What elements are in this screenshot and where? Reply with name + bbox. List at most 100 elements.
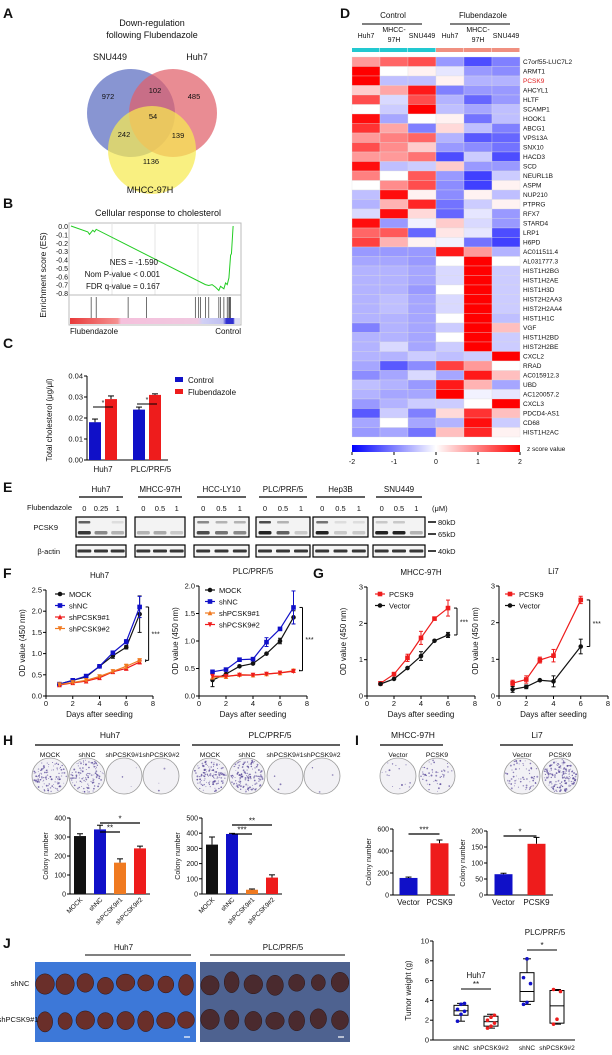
tumor (265, 1012, 285, 1030)
heatmap-cell (379, 113, 409, 124)
colony (564, 790, 567, 792)
heatmap-cell (463, 332, 493, 343)
heatmap-cell (463, 180, 493, 191)
culture-dish (105, 757, 143, 795)
y-tick-label: -0.4 (56, 258, 68, 265)
colony (203, 779, 205, 782)
dish-label: PCSK9 (549, 752, 572, 759)
colony (208, 784, 210, 786)
x-tick-label: 2 (224, 699, 228, 708)
colony (54, 778, 56, 780)
colony (247, 779, 250, 782)
colony (81, 785, 82, 787)
cell-line-title: Huh7 (100, 730, 121, 740)
marker-triangle-down (277, 670, 283, 676)
marker-square (377, 591, 383, 597)
y-tick-label: 0.0 (58, 224, 68, 231)
data-point (489, 1024, 493, 1028)
colony (554, 774, 556, 776)
colony (213, 762, 215, 763)
marker-triangle-down (137, 658, 142, 664)
colony (519, 759, 522, 762)
western-blot: Flubendazole PCSK9 β-actin Huh7 0 0.25 1 MHCC-9… (27, 485, 456, 558)
colony (199, 782, 201, 784)
colony (517, 786, 520, 788)
y-tick-label: 0 (194, 892, 198, 899)
colony (37, 768, 40, 770)
colony (545, 768, 548, 771)
colony (515, 760, 518, 762)
heatmap-cell (491, 142, 521, 153)
colony (40, 773, 43, 775)
heatmap-cell (435, 256, 465, 267)
significance-mark: * (540, 941, 543, 950)
colony (242, 766, 244, 768)
colony (235, 782, 238, 785)
band-actin (294, 549, 308, 553)
heatmap-cell (435, 379, 465, 390)
heatmap-cell (407, 256, 437, 267)
scale-tick-label: 0 (434, 459, 438, 466)
y-axis-title: Colony number (366, 838, 373, 886)
heatmap-cell (351, 113, 381, 124)
band-80kd (393, 521, 405, 524)
band-65kd (196, 531, 210, 535)
colony (220, 772, 222, 774)
colony (87, 775, 89, 777)
colony (568, 764, 570, 767)
bar-chart-i-li7: 0 50 100 150 200 Colony number Vector PCSK9 * Li7… (460, 730, 579, 907)
colony (37, 771, 39, 773)
band-80kd (316, 521, 329, 524)
x-axis-title: Days after seeding (220, 710, 287, 719)
colony (58, 772, 60, 775)
colony (554, 783, 557, 786)
heatmap-cell (491, 294, 521, 305)
colony (40, 769, 42, 771)
heatmap-cell (351, 151, 381, 162)
colony (255, 775, 258, 777)
y-tick-label: 2 (359, 619, 363, 628)
colony (436, 780, 438, 782)
colony (551, 783, 553, 785)
x-tick-label: Vector (397, 898, 420, 907)
heatmap-cell (491, 237, 521, 248)
y-tick-label: 500 (186, 816, 198, 823)
cell-line-label: MHCC-97H (139, 485, 181, 494)
colony (83, 779, 85, 782)
colony (97, 785, 99, 788)
colony (74, 777, 76, 779)
data-point (555, 1017, 559, 1022)
colony (231, 777, 234, 779)
colony (555, 772, 558, 774)
colony (91, 781, 94, 784)
colony (235, 780, 237, 782)
colony (250, 763, 252, 765)
band-65kd (233, 531, 247, 535)
colony (53, 786, 55, 788)
heatmap-cell (491, 151, 521, 162)
gene-label: HOOK1 (523, 116, 546, 123)
colony (215, 771, 218, 773)
colony (566, 788, 568, 790)
colony (95, 768, 97, 770)
cell-line-title: Li7 (531, 730, 543, 740)
legend-label: PCSK9 (519, 590, 544, 599)
tumor (224, 1009, 240, 1030)
heatmap-cell (407, 294, 437, 305)
zscore-colorbar (352, 445, 520, 452)
colony-dish-mock (31, 757, 69, 795)
band-actin (232, 549, 247, 553)
colony (239, 779, 241, 781)
colony (56, 769, 58, 771)
x-tick-label: 6 (579, 699, 583, 708)
heatmap-cell (435, 189, 465, 200)
colony (446, 763, 448, 765)
heatmap-cell (351, 104, 381, 115)
heatmap-cell (435, 332, 465, 343)
colony (38, 773, 40, 775)
heatmap-cell (435, 417, 465, 428)
colony (532, 777, 534, 779)
colony-dish-shpcsk92 (303, 757, 341, 795)
y-tick-label: 100 (54, 873, 66, 880)
colony-dish-pcsk9 (541, 757, 579, 795)
